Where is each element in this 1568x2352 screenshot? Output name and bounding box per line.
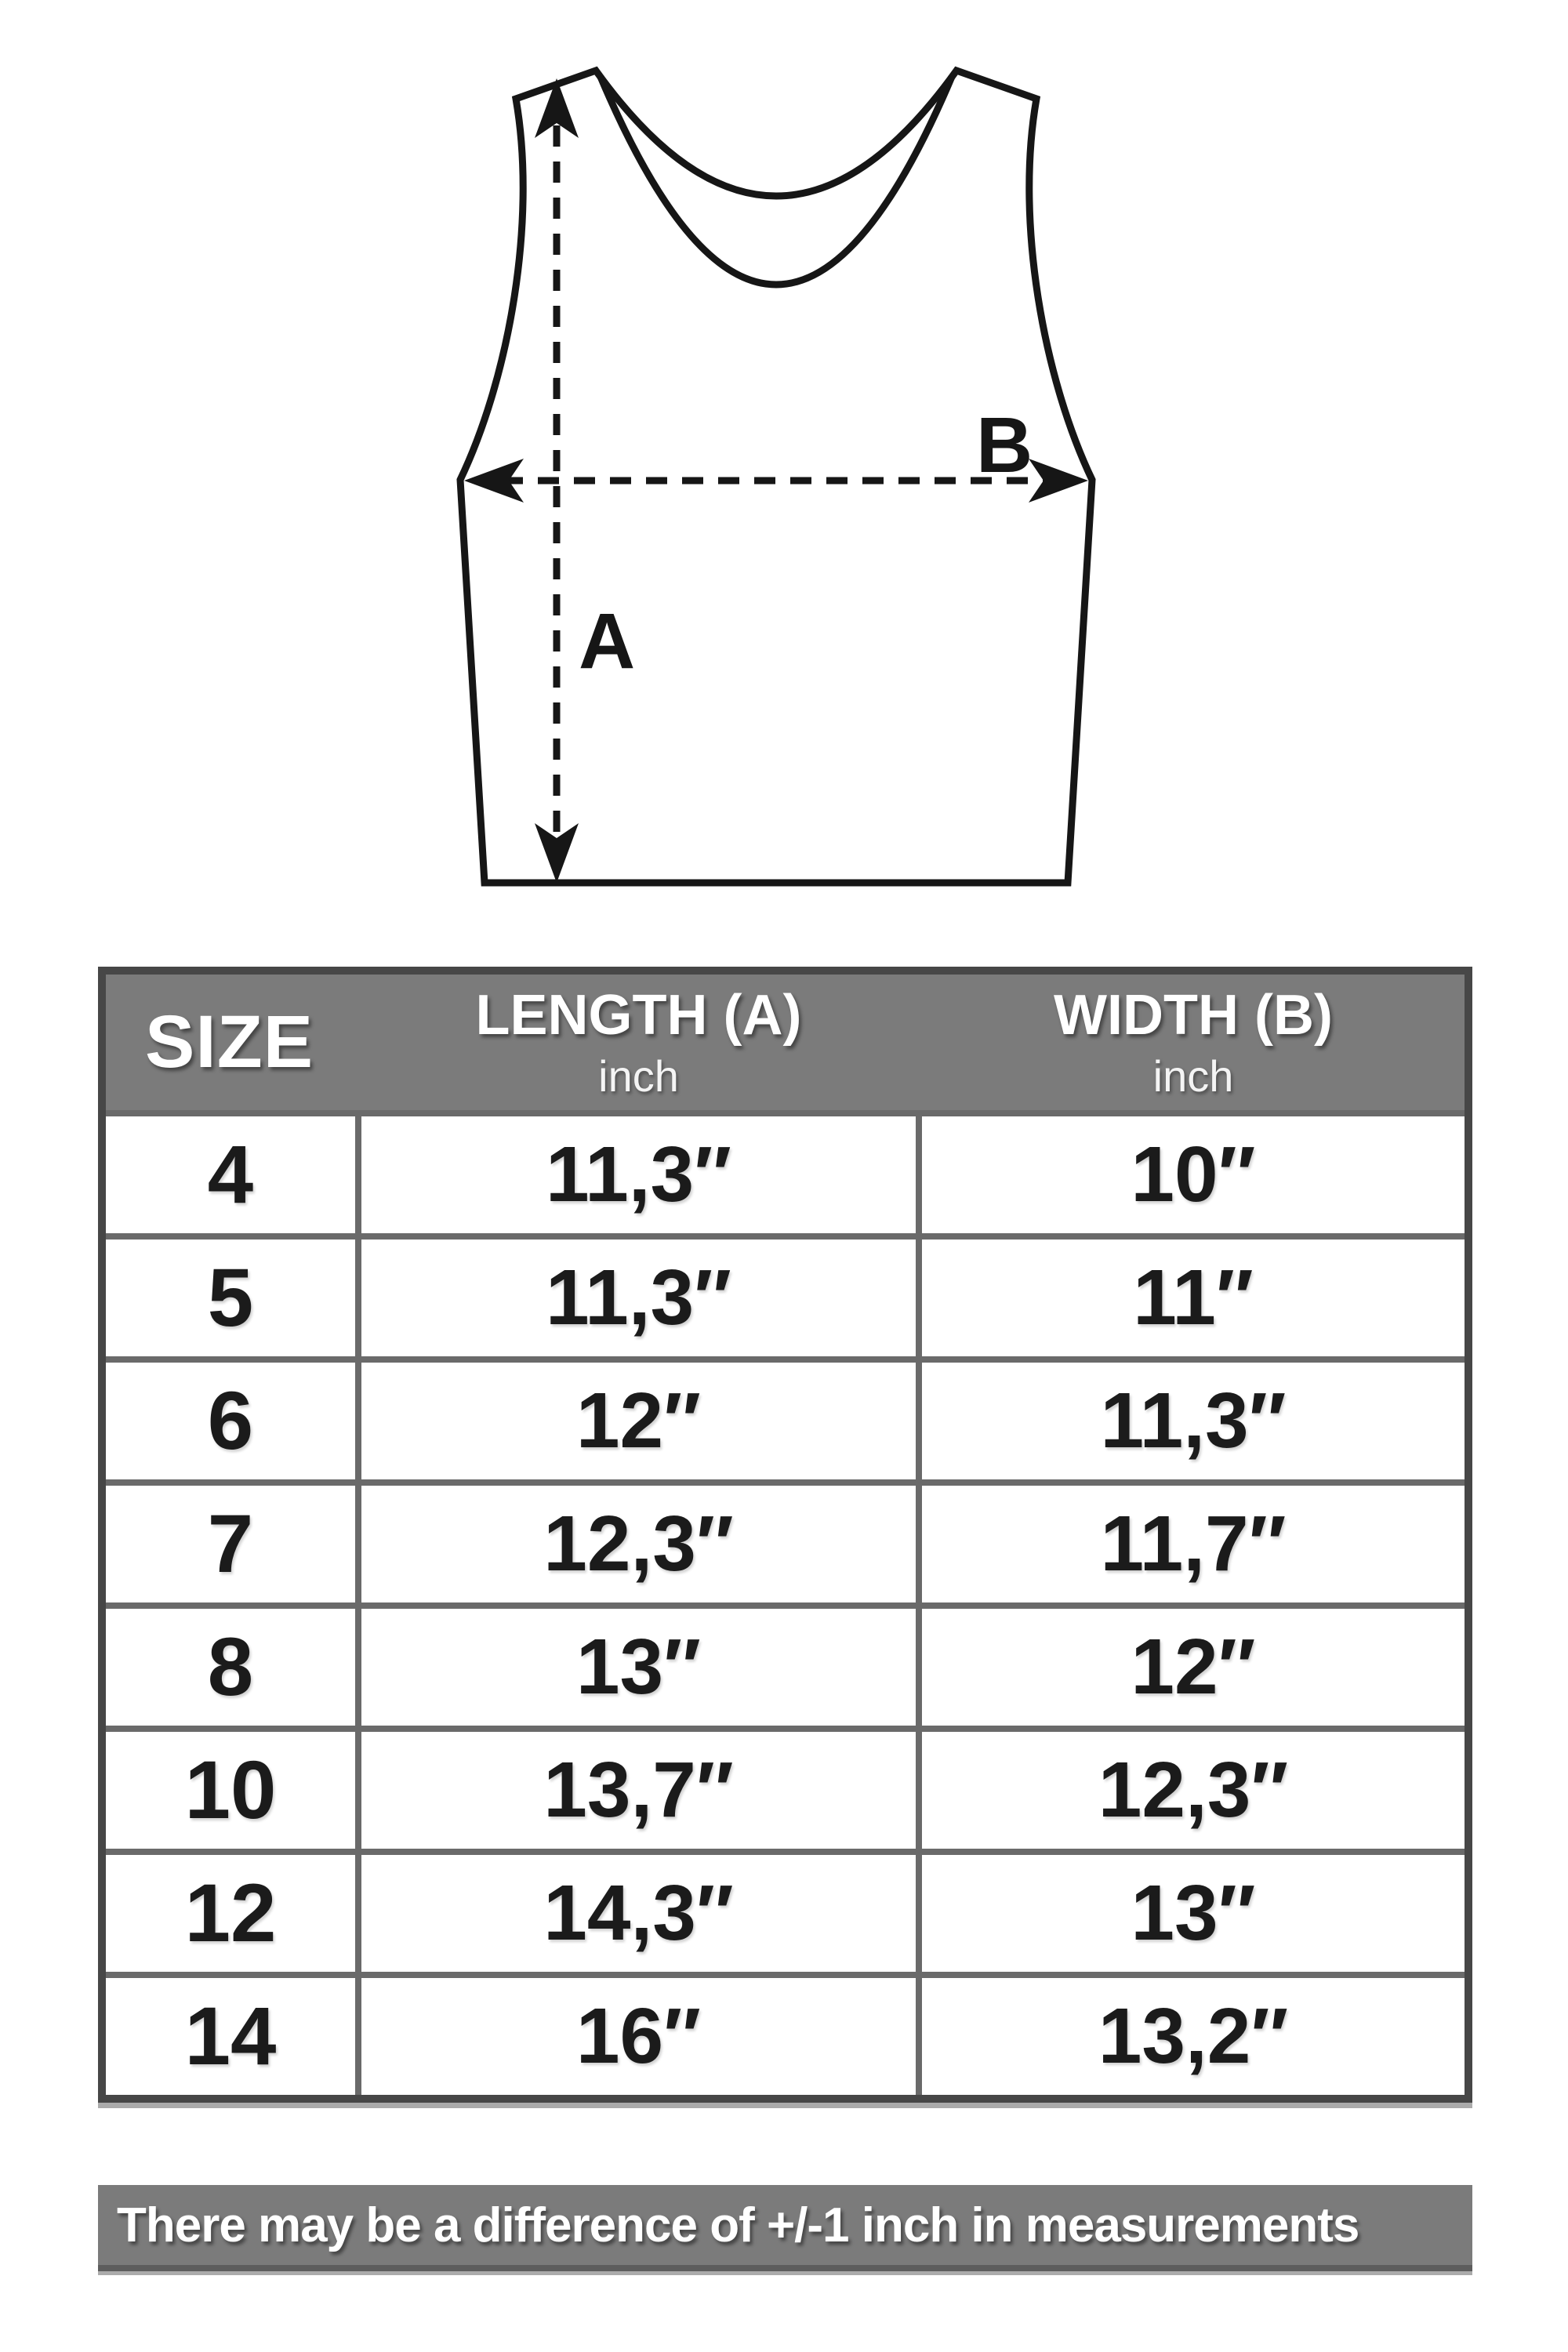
width-cell: 10″ xyxy=(922,1116,1465,1233)
header-size: SIZE xyxy=(145,1000,314,1083)
width-cell: 13,2″ xyxy=(922,1978,1465,2095)
disclaimer-bar: There may be a difference of +/-1 inch i… xyxy=(98,2185,1472,2271)
width-cell: 11,3″ xyxy=(922,1363,1465,1479)
width-cell: 11″ xyxy=(922,1240,1465,1356)
length-cell: 11,3″ xyxy=(361,1116,916,1233)
length-cell: 11,3″ xyxy=(361,1240,916,1356)
size-cell: 7 xyxy=(106,1486,355,1602)
width-arrowhead-right xyxy=(1029,459,1088,503)
length-cell: 12,3″ xyxy=(361,1486,916,1602)
size-cell: 10 xyxy=(106,1732,355,1849)
width-arrowhead-left xyxy=(464,459,524,503)
length-cell: 16″ xyxy=(361,1978,916,2095)
length-cell: 13″ xyxy=(361,1609,916,1726)
length-arrowhead-bottom xyxy=(535,823,579,883)
width-cell: 12,3″ xyxy=(922,1732,1465,1849)
width-cell: 11,7″ xyxy=(922,1486,1465,1602)
size-table: SIZE LENGTH (A) inch WIDTH (B) inch 4 11… xyxy=(98,967,1472,2103)
disclaimer-text: There may be a difference of +/-1 inch i… xyxy=(117,2198,1359,2252)
length-cell: 12″ xyxy=(361,1363,916,1479)
size-cell: 14 xyxy=(106,1978,355,2095)
header-width: WIDTH (B) inch xyxy=(922,983,1465,1102)
length-label-a: A xyxy=(579,597,635,685)
table-header-row: SIZE LENGTH (A) inch WIDTH (B) inch xyxy=(106,975,1465,1110)
width-cell: 13″ xyxy=(922,1855,1465,1972)
header-length-label: LENGTH (A) xyxy=(475,984,802,1047)
size-cell: 8 xyxy=(106,1609,355,1726)
width-cell: 12″ xyxy=(922,1609,1465,1726)
length-arrowhead-top xyxy=(535,78,579,138)
front-neckline-curve xyxy=(597,75,956,289)
tank-top-diagram: A B xyxy=(456,66,1096,887)
length-cell: 13,7″ xyxy=(361,1732,916,1849)
header-width-unit: inch xyxy=(1152,1051,1234,1101)
header-length: LENGTH (A) inch xyxy=(361,983,916,1102)
size-cell: 12 xyxy=(106,1855,355,1972)
size-cell: 5 xyxy=(106,1240,355,1356)
size-cell: 6 xyxy=(106,1363,355,1479)
width-label-b: B xyxy=(976,401,1033,489)
length-cell: 14,3″ xyxy=(361,1855,916,1972)
size-cell: 4 xyxy=(106,1116,355,1233)
header-length-unit: inch xyxy=(598,1051,679,1101)
header-width-label: WIDTH (B) xyxy=(1054,984,1333,1047)
tank-top-outline xyxy=(456,66,1096,887)
